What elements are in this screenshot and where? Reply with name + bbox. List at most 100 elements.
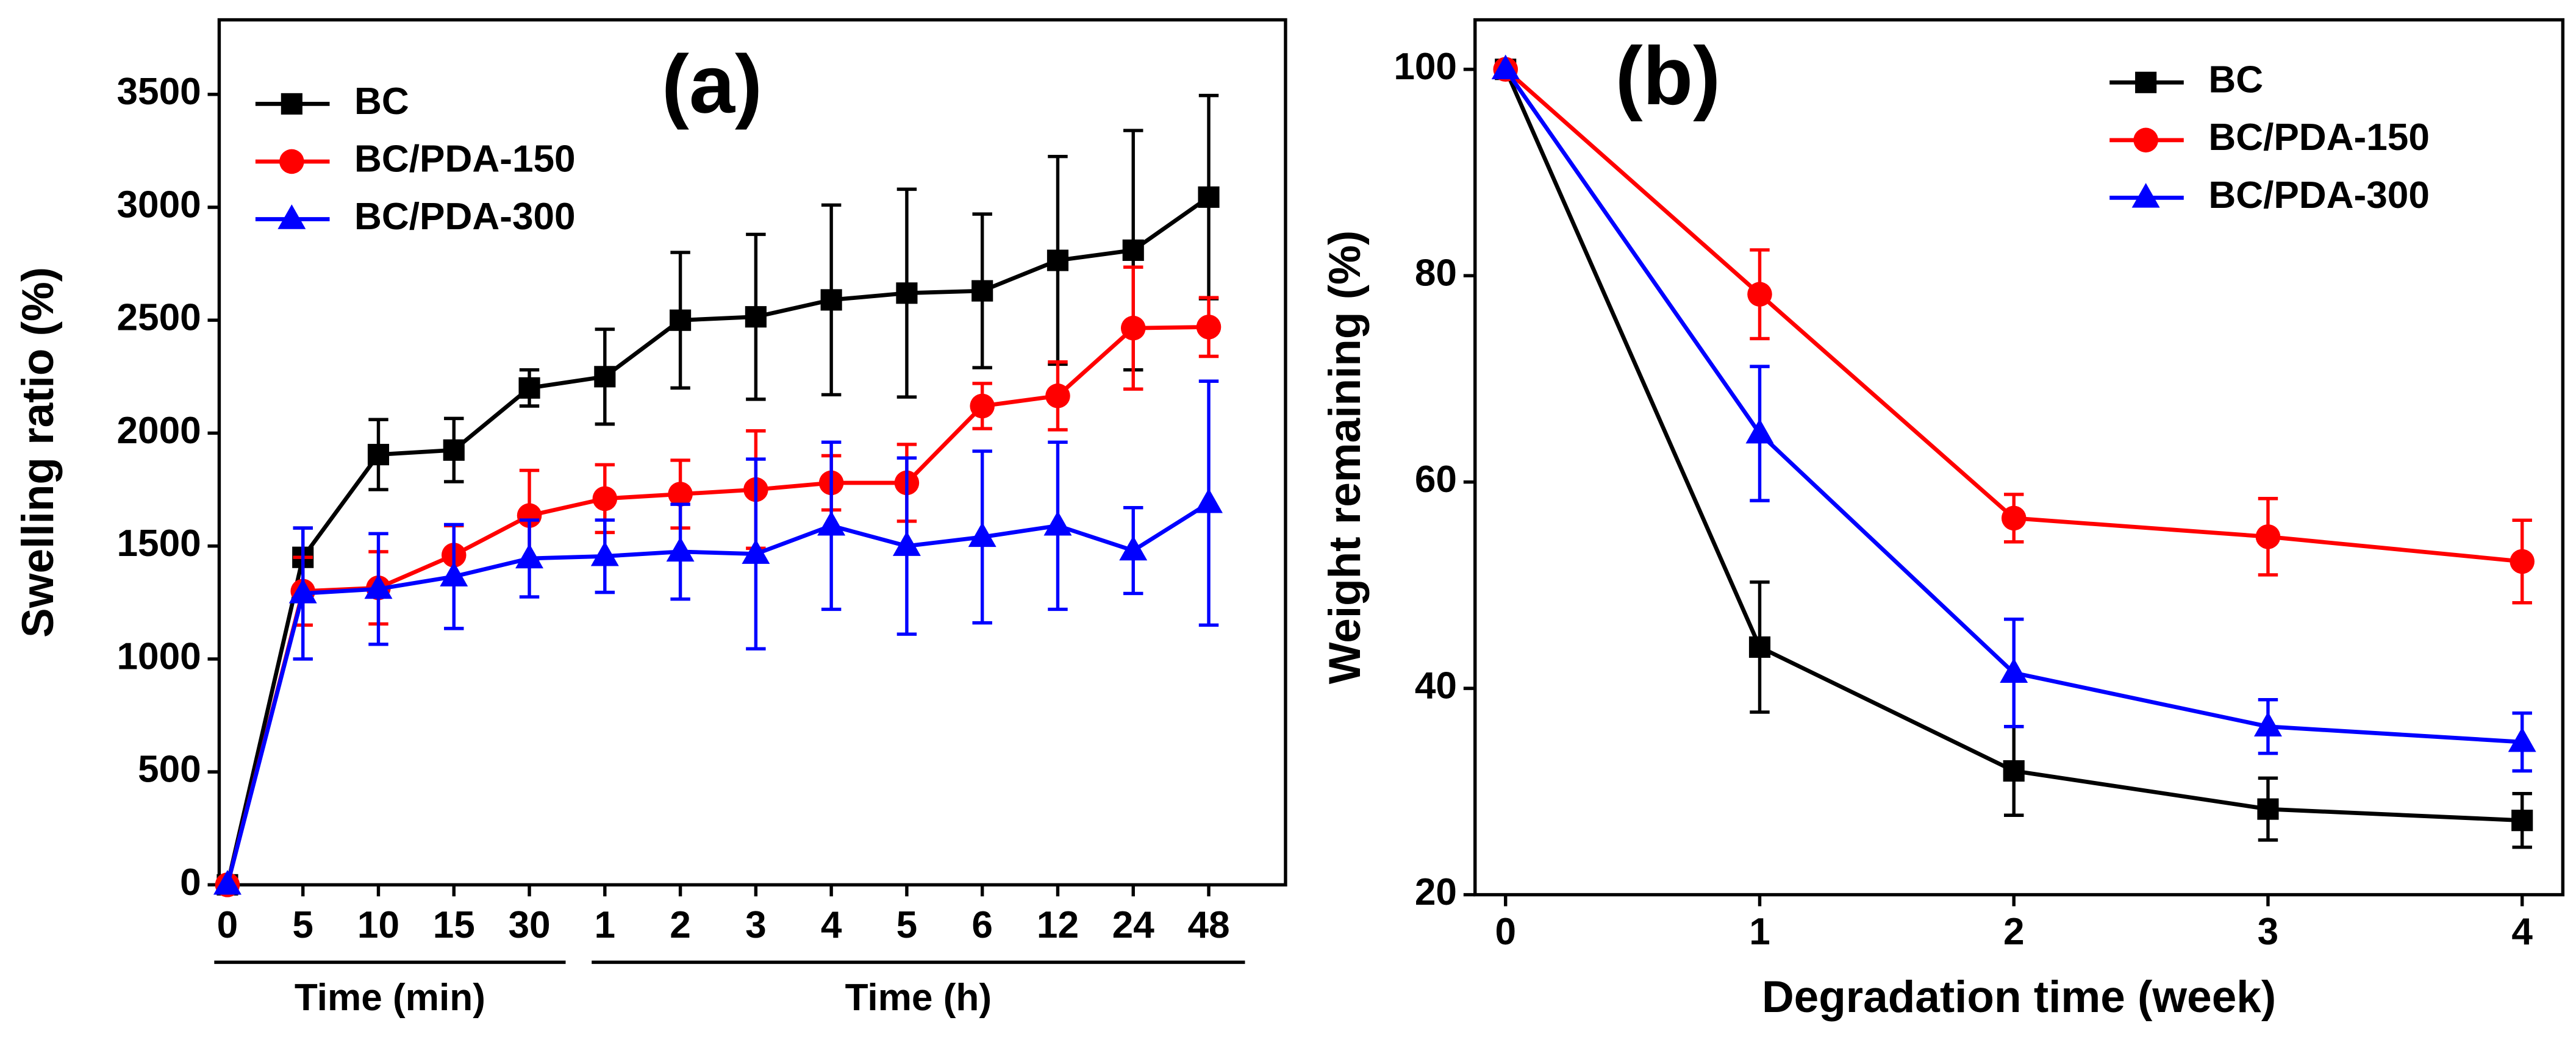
marker [1045, 383, 1070, 408]
marker [364, 574, 393, 599]
marker [2131, 183, 2160, 208]
marker [590, 541, 619, 566]
marker [817, 511, 846, 536]
series-line [225, 501, 1210, 886]
panel-title: (a) [662, 38, 762, 130]
marker [1046, 249, 1069, 271]
y-tick-label: 60 [1415, 458, 1457, 501]
y-tick-label: 3000 [116, 184, 201, 226]
marker [2508, 727, 2536, 752]
marker [440, 561, 468, 586]
x-tick-label: 1 [595, 904, 616, 946]
marker [820, 289, 842, 311]
marker [2133, 127, 2158, 153]
marker [592, 486, 618, 512]
marker [594, 366, 616, 388]
series-line [225, 324, 1209, 886]
x-tick-label: 24 [1112, 904, 1155, 946]
y-axis-label: Swelling ratio (%) [13, 267, 63, 638]
marker [515, 543, 544, 569]
x-tick-label: 4 [2511, 911, 2533, 953]
series-line [225, 195, 1210, 886]
plot-frame [217, 18, 1287, 887]
x-tick-label: 30 [508, 904, 550, 946]
marker [1196, 315, 1222, 340]
x-tick-label: 6 [971, 904, 993, 946]
marker [2001, 505, 2027, 531]
x-tick-label: 5 [896, 904, 918, 946]
marker [1748, 636, 1771, 658]
y-tick-label: 20 [1415, 871, 1457, 913]
marker [1491, 54, 1520, 79]
marker [367, 444, 390, 466]
marker [443, 439, 465, 461]
y-tick-label: 3500 [116, 71, 201, 113]
marker [2511, 810, 2533, 832]
y-tick-label: 1500 [116, 522, 201, 565]
y-tick-label: 100 [1394, 46, 1457, 88]
marker [1122, 239, 1144, 261]
marker [2510, 549, 2535, 574]
marker [1043, 511, 1072, 536]
marker [213, 870, 242, 895]
x-tick-label: 48 [1187, 904, 1229, 946]
marker [1195, 488, 1223, 513]
marker [2135, 71, 2157, 93]
marker [970, 393, 995, 419]
marker [279, 149, 304, 174]
marker [2000, 658, 2028, 683]
y-axis-label: Weight remaining (%) [1320, 230, 1370, 684]
marker [971, 280, 993, 302]
x-tick-label: 1 [1749, 911, 1770, 953]
x-group-label: Time (h) [845, 977, 992, 1019]
marker [1747, 282, 1772, 307]
legend-label: BC [2208, 59, 2263, 101]
marker [742, 539, 770, 564]
y-tick-label: 80 [1415, 252, 1457, 294]
marker [670, 309, 692, 331]
x-tick-label: 2 [2003, 911, 2025, 953]
legend-label: BC/PDA-150 [354, 138, 576, 180]
legend-label: BC/PDA-300 [2208, 174, 2430, 216]
marker [2253, 711, 2282, 736]
marker [1119, 535, 1148, 561]
x-tick-label: 4 [821, 904, 842, 946]
x-tick-label: 15 [433, 904, 475, 946]
y-tick-label: 1000 [116, 635, 201, 677]
x-tick-label: 3 [745, 904, 767, 946]
x-tick-label: 12 [1037, 904, 1079, 946]
marker [666, 536, 695, 562]
marker [288, 579, 317, 604]
marker [1120, 315, 1146, 341]
marker [968, 522, 996, 547]
marker [1198, 186, 1220, 208]
marker [892, 531, 921, 556]
legend-label: BC/PDA-150 [2208, 116, 2430, 159]
y-tick-label: 40 [1415, 665, 1457, 707]
marker [2003, 760, 2025, 782]
panel-title: (b) [1615, 30, 1721, 122]
y-tick-label: 500 [138, 749, 201, 791]
marker [517, 503, 542, 528]
marker [668, 482, 693, 507]
y-tick-label: 2000 [116, 410, 201, 452]
marker [2255, 524, 2281, 549]
marker [277, 204, 306, 229]
y-tick-label: 0 [180, 861, 201, 904]
marker [281, 93, 302, 115]
marker [518, 377, 540, 399]
marker [1745, 418, 1774, 444]
marker [745, 306, 767, 328]
x-tick-label: 2 [670, 904, 691, 946]
plot-frame [1473, 18, 2565, 897]
x-tick-label: 3 [2258, 911, 2279, 953]
x-tick-label: 10 [357, 904, 399, 946]
marker [896, 282, 918, 304]
x-tick-label: 0 [1495, 911, 1516, 953]
legend-label: BC [354, 80, 409, 123]
marker [2257, 798, 2279, 820]
x-group-label: Time (min) [295, 977, 485, 1019]
legend-label: BC/PDA-300 [354, 196, 576, 238]
y-tick-label: 2500 [116, 297, 201, 339]
